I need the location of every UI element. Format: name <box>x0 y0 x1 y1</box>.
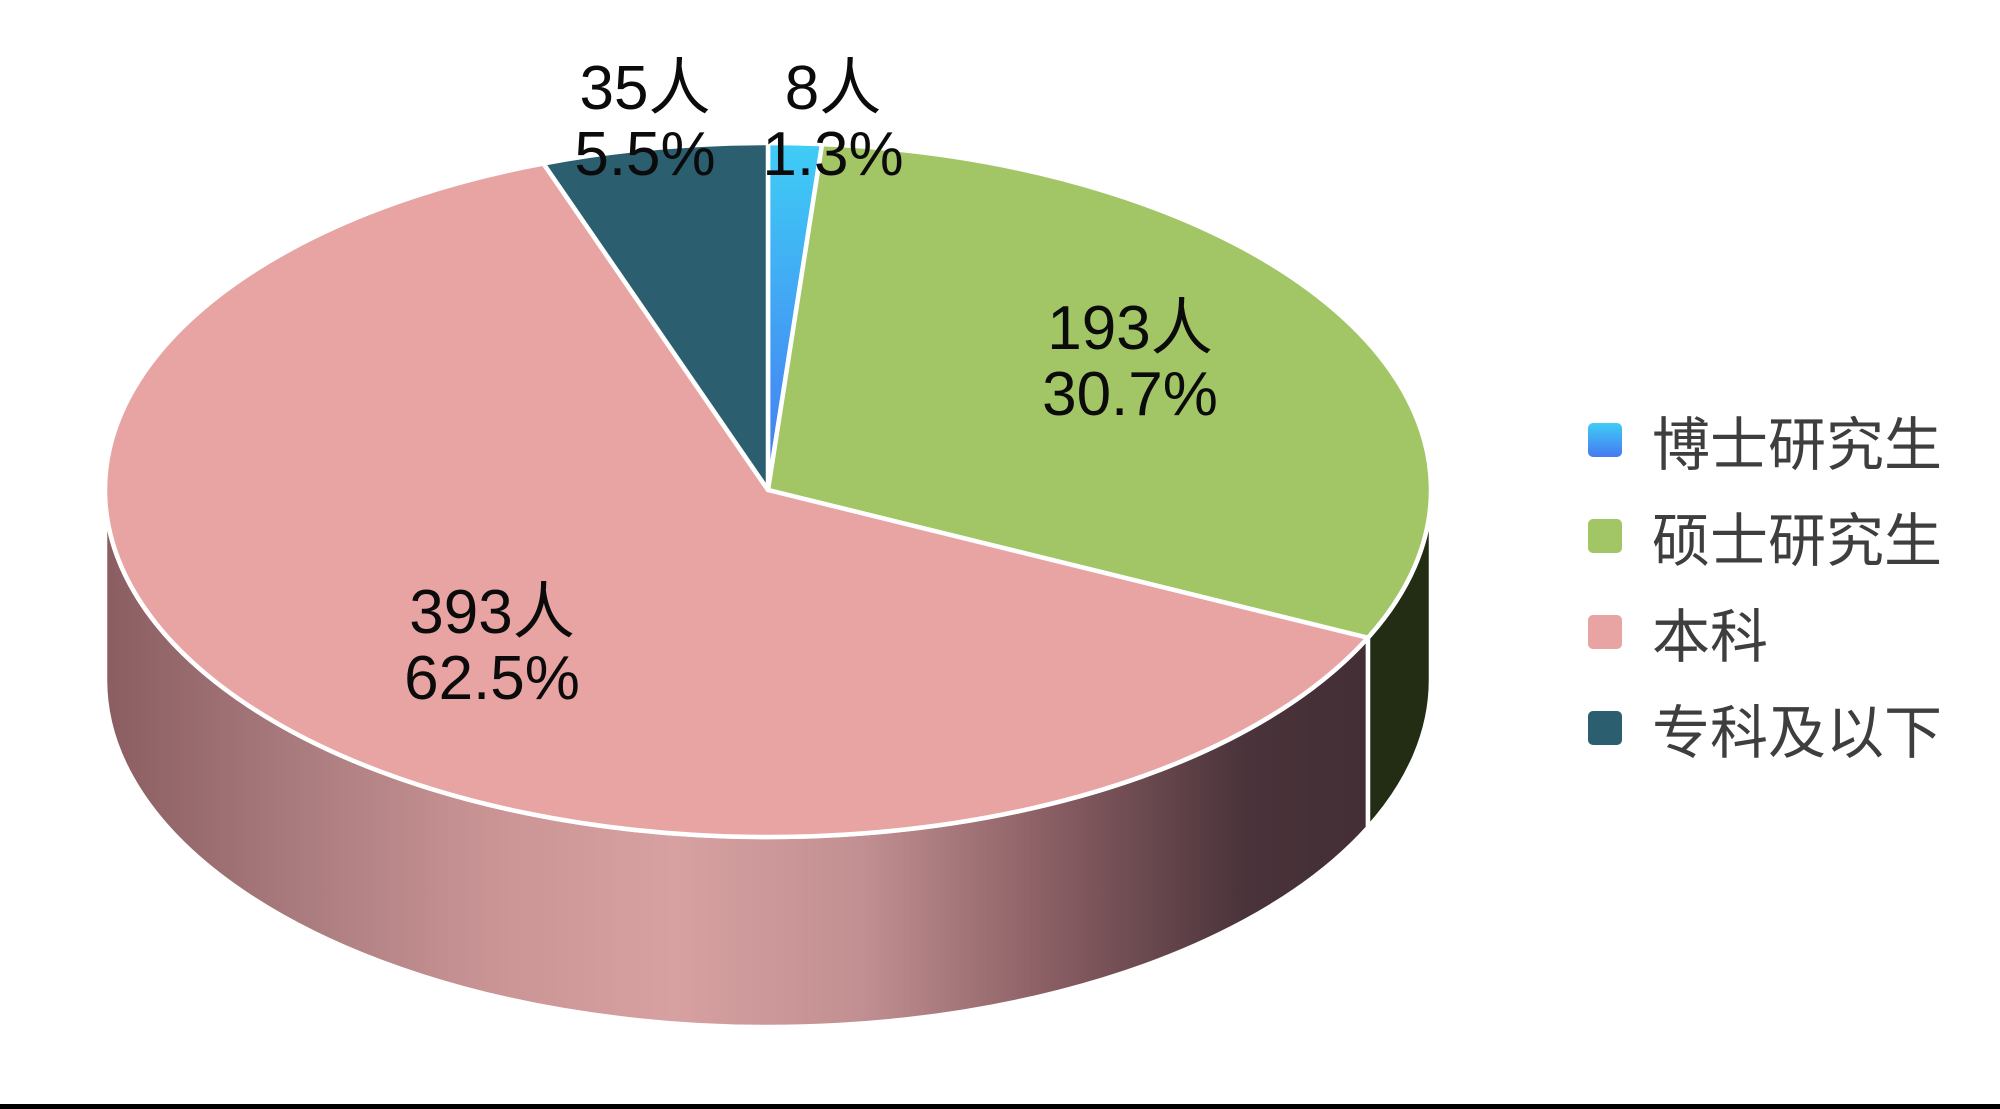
pie-slice-top-3 <box>541 140 771 493</box>
legend-label: 本科 <box>1652 605 1769 670</box>
legend-label: 博士研究生 <box>1652 413 1943 478</box>
legend-label: 专科及以下 <box>1652 701 1943 766</box>
pie-slice-top-1 <box>765 141 1434 640</box>
slice-percent: 5.5% <box>574 120 716 189</box>
slice-value: 35人 <box>579 54 711 123</box>
legend-label: 硕士研究生 <box>1652 509 1943 574</box>
pie-slice-top-2 <box>102 161 1371 840</box>
legend-swatch-icon <box>1588 519 1622 553</box>
slice-percent: 62.5% <box>404 644 580 713</box>
bottom-border <box>0 1104 2000 1109</box>
legend-swatch-icon <box>1588 711 1622 745</box>
legend-item-doctoral: 博士研究生 <box>1588 392 1942 488</box>
slice-label-associate: 35人 5.5% <box>574 56 715 188</box>
slice-value: 8人 <box>784 54 882 123</box>
slice-label-bachelor: 393人 62.5% <box>404 580 580 712</box>
legend-item-associate: 专科及以下 <box>1588 680 1942 776</box>
legend-swatch-icon <box>1588 423 1622 457</box>
legend: 博士研究生 硕士研究生 本科 专科及以下 <box>1588 392 1942 776</box>
slice-value: 193人 <box>1047 294 1213 363</box>
slice-label-doctoral: 8人 1.3% <box>762 56 903 188</box>
legend-swatch-icon <box>1588 615 1622 649</box>
slice-label-master: 193人 30.7% <box>1042 296 1218 428</box>
legend-item-master: 硕士研究生 <box>1588 488 1942 584</box>
slice-value: 393人 <box>409 578 575 647</box>
slice-percent: 30.7% <box>1042 360 1218 429</box>
legend-item-bachelor: 本科 <box>1588 584 1942 680</box>
slice-percent: 1.3% <box>762 120 904 189</box>
